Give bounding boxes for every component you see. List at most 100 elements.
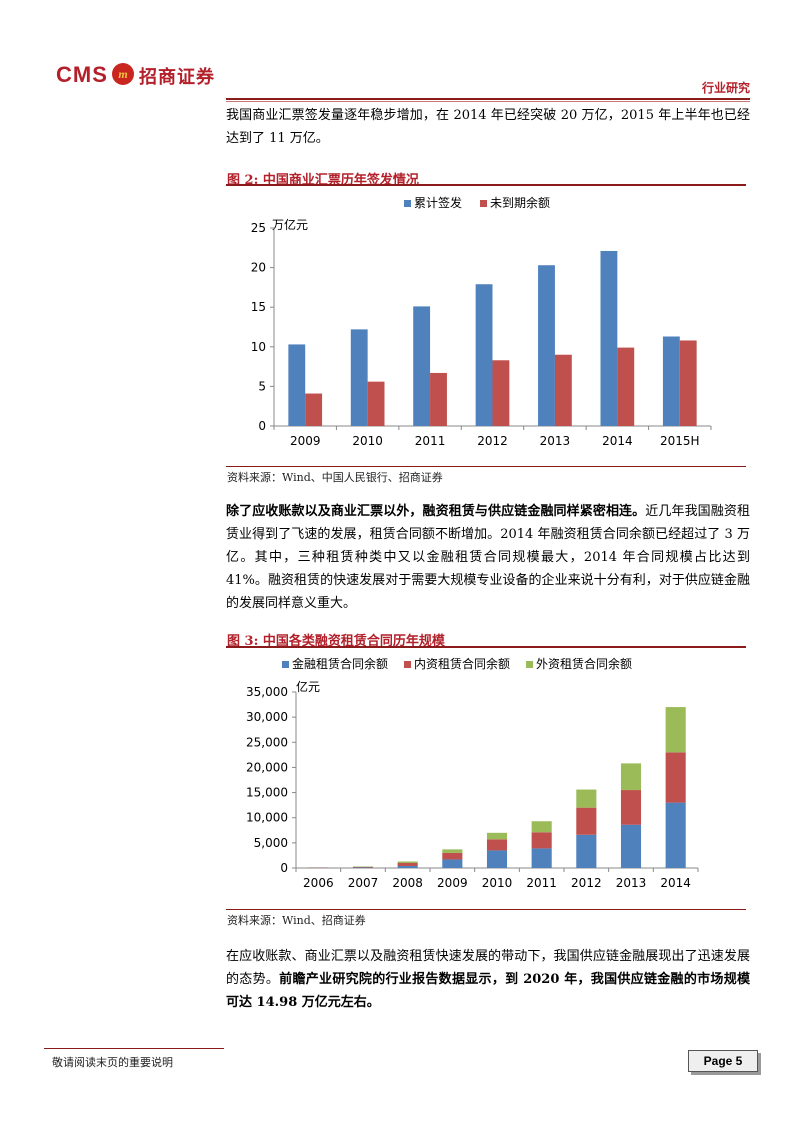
figure-3-title: 图 3: 中国各类融资租赁合同历年规模 bbox=[227, 634, 445, 649]
figure-3-source: 资料来源：Wind、招商证券 bbox=[227, 914, 366, 927]
company-name: 招商证券 bbox=[139, 67, 215, 88]
bar bbox=[620, 763, 642, 791]
bar bbox=[662, 336, 680, 426]
bar bbox=[665, 752, 686, 803]
bar bbox=[430, 372, 447, 426]
page-number: Page 5 bbox=[688, 1050, 758, 1072]
bar bbox=[288, 344, 306, 426]
x-tick-label: 2013 bbox=[616, 876, 647, 890]
bar bbox=[475, 284, 493, 426]
paragraph-1: 我国商业汇票签发量逐年稳步增加，在 2014 年已经突破 20 万亿，2015 … bbox=[226, 108, 750, 146]
figure-2-top-rule bbox=[226, 184, 746, 186]
y-tick-label: 15,000 bbox=[246, 786, 288, 800]
header-divider-thin bbox=[226, 101, 750, 102]
bar bbox=[600, 250, 618, 426]
bar bbox=[665, 707, 686, 753]
bar bbox=[397, 865, 418, 868]
x-tick-label: 2010 bbox=[352, 434, 383, 448]
x-tick-label: 2013 bbox=[540, 434, 571, 448]
bar bbox=[531, 821, 552, 833]
x-tick-label: 2006 bbox=[303, 876, 334, 890]
bar bbox=[576, 807, 597, 835]
paragraph-2: 除了应收账款以及商业汇票以外，融资租赁与供应链金融同样紧密相连。近几年我国融资租… bbox=[226, 500, 750, 615]
x-tick-label: 2008 bbox=[392, 876, 423, 890]
bar bbox=[554, 354, 572, 426]
bar bbox=[665, 802, 686, 868]
bar bbox=[620, 790, 642, 825]
x-tick-label: 2015H bbox=[660, 434, 700, 448]
header-divider bbox=[226, 98, 750, 100]
legend-label: 累计签发 bbox=[414, 195, 462, 210]
bar bbox=[397, 861, 418, 863]
legend-label: 内资租赁合同余额 bbox=[414, 656, 510, 671]
figure-2-source: 资料来源：Wind、中国人民银行、招商证券 bbox=[227, 471, 443, 484]
x-tick-label: 2010 bbox=[482, 876, 513, 890]
legend-label: 金融租赁合同余额 bbox=[292, 656, 388, 671]
y-tick-label: 30,000 bbox=[246, 710, 288, 724]
y-axis-label: 亿元 bbox=[296, 679, 320, 694]
bar bbox=[413, 306, 431, 426]
x-tick-label: 2007 bbox=[348, 876, 379, 890]
y-axis-label: 万亿元 bbox=[272, 217, 308, 232]
logo-text: CMS bbox=[56, 62, 108, 87]
bar bbox=[576, 834, 597, 868]
paragraph-3-normal: 在应收账款、商业汇票以及融资租赁快速发展的带动下，我国供应链金融展现出了迅速发展… bbox=[226, 949, 750, 987]
paragraph-3-bold: 前瞻产业研究院的行业报告数据显示，到 2020 年，我国供应链金融的市场规模可达… bbox=[226, 972, 750, 1010]
figure-3-top-rule bbox=[226, 646, 746, 648]
bar bbox=[352, 866, 374, 867]
bar bbox=[486, 832, 508, 840]
figure-2-bottom-rule bbox=[226, 466, 746, 467]
figure-3-bottom-rule bbox=[226, 909, 746, 910]
y-tick-label: 20,000 bbox=[246, 760, 288, 774]
report-section: 行业研究 bbox=[701, 81, 750, 95]
paragraph-2-bold: 除了应收账款以及商业汇票以外，融资租赁与供应链金融同样紧密相连。 bbox=[226, 504, 646, 519]
bar bbox=[367, 381, 385, 426]
bar bbox=[576, 789, 597, 808]
bar bbox=[617, 347, 635, 426]
bar bbox=[397, 862, 418, 866]
x-tick-label: 2012 bbox=[571, 876, 602, 890]
x-tick-label: 2014 bbox=[602, 434, 633, 448]
y-tick-label: 20 bbox=[251, 261, 266, 275]
x-tick-label: 2011 bbox=[526, 876, 557, 890]
bar bbox=[620, 824, 642, 868]
legend-label: 未到期余额 bbox=[490, 195, 550, 210]
legend-swatch bbox=[480, 200, 488, 207]
y-tick-label: 5 bbox=[258, 379, 266, 393]
x-tick-label: 2011 bbox=[415, 434, 446, 448]
bar bbox=[305, 393, 323, 426]
y-tick-label: 5,000 bbox=[254, 836, 288, 850]
x-tick-label: 2014 bbox=[660, 876, 691, 890]
bar bbox=[531, 832, 552, 849]
x-tick-label: 2009 bbox=[290, 434, 321, 448]
legend-swatch bbox=[404, 200, 411, 207]
y-tick-label: 10,000 bbox=[246, 811, 288, 825]
y-tick-label: 10 bbox=[251, 340, 266, 354]
y-tick-label: 0 bbox=[258, 419, 266, 433]
y-tick-label: 35,000 bbox=[246, 685, 288, 699]
bar bbox=[442, 852, 463, 860]
y-tick-label: 25 bbox=[251, 221, 266, 235]
legend-swatch bbox=[282, 661, 289, 668]
x-tick-label: 2012 bbox=[477, 434, 508, 448]
footer-divider bbox=[44, 1048, 224, 1049]
footer-note: 敬请阅读末页的重要说明 bbox=[52, 1056, 173, 1069]
legend-swatch bbox=[526, 661, 534, 668]
bar bbox=[442, 859, 463, 868]
y-tick-label: 0 bbox=[280, 861, 288, 875]
bar bbox=[538, 265, 555, 426]
bar bbox=[350, 329, 368, 426]
bar bbox=[531, 848, 552, 868]
paragraph-2-rest: 近几年我国融资租赁业得到了飞速的发展，租赁合同额不断增加。2014 年融资租赁合… bbox=[226, 504, 750, 611]
y-tick-label: 15 bbox=[251, 300, 266, 314]
bar bbox=[486, 850, 508, 868]
bar bbox=[352, 866, 374, 868]
bar bbox=[352, 867, 374, 868]
legend-label: 外资租赁合同余额 bbox=[536, 656, 632, 671]
bar bbox=[442, 849, 463, 853]
x-tick-label: 2009 bbox=[437, 876, 468, 890]
bar bbox=[679, 340, 697, 426]
bar bbox=[492, 360, 510, 426]
